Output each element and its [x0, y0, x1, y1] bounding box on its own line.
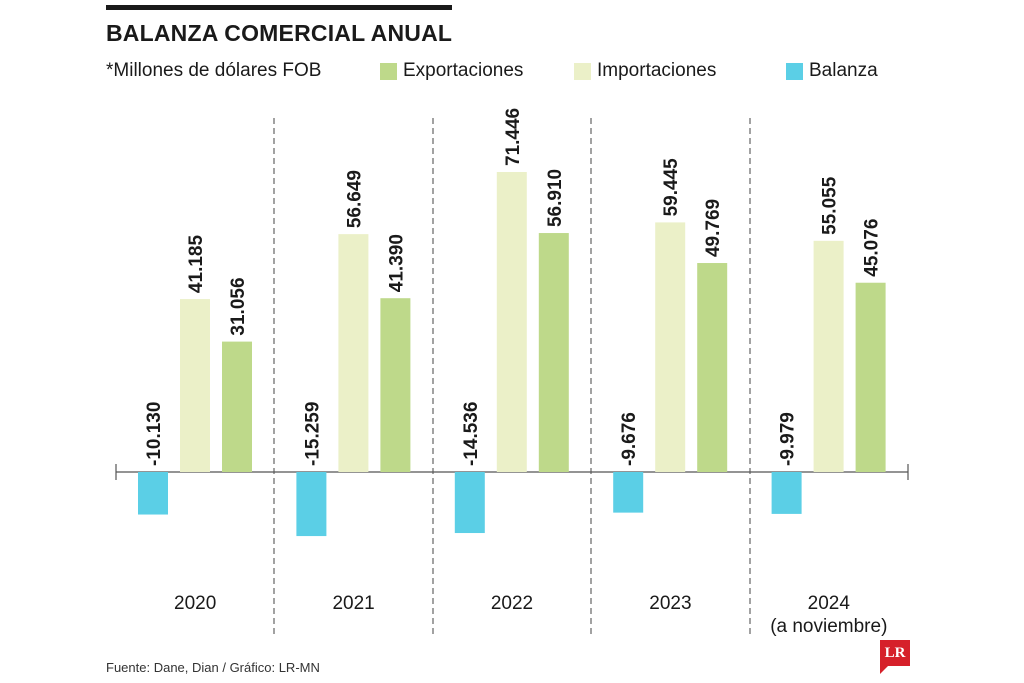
legend-swatch-importaciones [574, 62, 591, 80]
data-label-balanza-2022: -14.536 [461, 402, 482, 466]
lr-logo-tail [880, 666, 888, 674]
source-note: Fuente: Dane, Dian / Gráfico: LR-MN [106, 660, 320, 675]
legend-item-balanza: Balanza [786, 60, 878, 82]
bar-exportaciones-2024 [855, 282, 886, 472]
legend-swatch-balanza [786, 62, 803, 80]
bar-exportaciones-2022 [538, 233, 569, 472]
data-label-balanza-2021: -15.259 [302, 402, 323, 466]
bar-balanza-2020 [138, 472, 168, 515]
legend-label-balanza: Balanza [809, 60, 878, 81]
bar-importaciones-2023 [655, 222, 686, 472]
bar-exportaciones-2023 [697, 263, 728, 472]
data-label-balanza-2023: -9.676 [619, 412, 640, 466]
bar-importaciones-2021 [338, 234, 369, 472]
bar-exportaciones-2021 [380, 298, 411, 472]
x-tick-label-2021: 2021 [332, 593, 374, 614]
bar-balanza-2021 [296, 472, 327, 537]
data-label-exportaciones-2021: 41.390 [386, 234, 407, 292]
legend-swatch-exportaciones [380, 62, 397, 80]
legend-item-exportaciones: Exportaciones [380, 60, 523, 82]
bar-balanza-2022 [454, 472, 485, 534]
data-label-exportaciones-2022: 56.910 [545, 169, 566, 227]
data-label-importaciones-2022: 71.446 [503, 108, 524, 166]
bar-balanza-2024 [771, 472, 802, 514]
lr-logo: LR [880, 640, 910, 666]
x-tick-label-2020: 2020 [174, 593, 216, 614]
x-tick-label-2024: 2024 [808, 593, 851, 614]
legend-label-exportaciones: Exportaciones [403, 60, 524, 81]
data-label-balanza-2024: -9.979 [778, 412, 799, 466]
data-label-importaciones-2020: 41.185 [186, 235, 207, 294]
legend-item-importaciones: Importaciones [574, 60, 716, 82]
bar-importaciones-2022 [496, 172, 527, 472]
bar-exportaciones-2020 [222, 341, 252, 472]
data-label-exportaciones-2020: 31.056 [228, 277, 249, 335]
data-label-exportaciones-2023: 49.769 [703, 199, 724, 257]
x-tick-sublabel-2024: (a noviembre) [770, 616, 887, 637]
x-tick-label-2022: 2022 [491, 593, 533, 614]
x-tick-label-2023: 2023 [649, 593, 691, 614]
chart-title: BALANZA COMERCIAL ANUAL [106, 20, 453, 46]
title-top-rule [106, 5, 452, 10]
data-label-balanza-2020: -10.130 [144, 402, 165, 466]
bar-balanza-2023 [613, 472, 644, 513]
data-label-exportaciones-2024: 45.076 [862, 219, 883, 277]
data-label-importaciones-2021: 56.649 [344, 170, 365, 228]
data-label-importaciones-2024: 55.055 [820, 176, 841, 235]
data-label-importaciones-2023: 59.445 [661, 158, 682, 217]
bar-importaciones-2020 [180, 299, 210, 472]
legend-label-importaciones: Importaciones [597, 60, 717, 81]
bar-importaciones-2024 [813, 240, 844, 472]
chart-subtitle: *Millones de dólares FOB [106, 60, 322, 81]
